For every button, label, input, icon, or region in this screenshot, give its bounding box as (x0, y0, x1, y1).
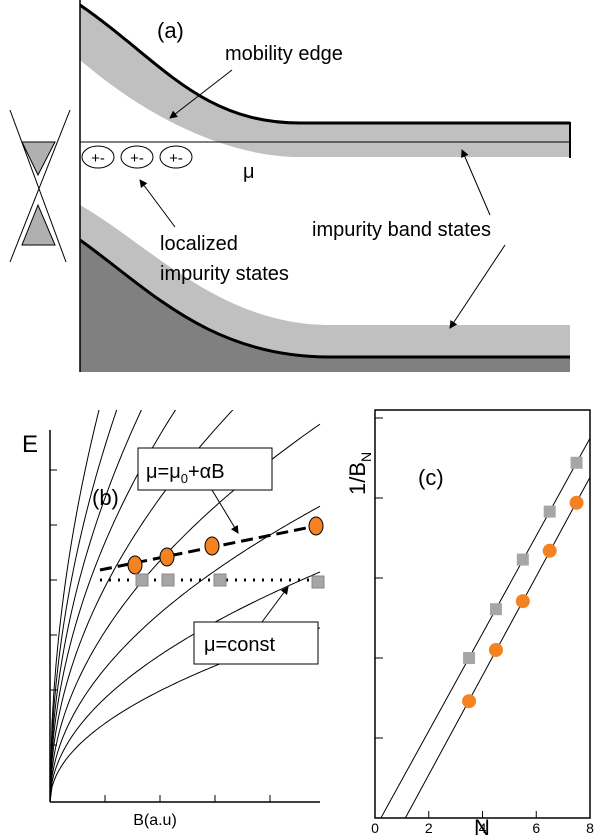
point (489, 603, 502, 616)
annotation: μ=const (204, 634, 275, 656)
panel-label: (b) (92, 485, 119, 510)
point (488, 643, 503, 657)
text: 1/B (345, 462, 370, 495)
filled-states (80, 240, 570, 372)
annotation: μ=μ0+αB (146, 461, 225, 486)
arrow (449, 244, 506, 329)
arrow (461, 149, 491, 216)
upper-band (80, 5, 570, 157)
mu-label: μ (243, 161, 255, 183)
x-tick-label: 8 (586, 820, 594, 835)
x-tick-label: 6 (532, 820, 540, 835)
level-curve (50, 410, 100, 802)
marker (127, 555, 143, 575)
text: 0 (181, 471, 188, 486)
axis-label: 1/BN (345, 452, 374, 495)
x-tick-label: 0 (371, 820, 379, 835)
marker (204, 536, 220, 556)
panel-label: (a) (157, 18, 184, 43)
point (570, 456, 583, 469)
x-tick-label: 4 (479, 820, 487, 835)
annotation: impurity states (160, 263, 289, 285)
marker (311, 575, 325, 589)
cone-line (9, 109, 67, 263)
upper-edge (79, 3, 570, 125)
annotation: localized (160, 233, 238, 255)
annotation: mobility edge (225, 43, 343, 65)
fit-line (380, 437, 591, 819)
point (463, 652, 476, 664)
text: μ=μ (146, 461, 181, 483)
pair (159, 145, 193, 169)
axis-label: N (474, 815, 490, 835)
lower-edge (79, 238, 570, 359)
level-curve (50, 410, 177, 802)
level-curve (50, 505, 321, 802)
cone-top (21, 141, 56, 177)
pair (120, 145, 154, 169)
panel-b: μ=μ0+αB μ=const E (b) B(a.u) (22, 410, 325, 829)
panel-a: +- +- +- (a) mobility edge μ impurity ba… (9, 0, 571, 372)
arrow (169, 69, 233, 119)
panel-c: 0 2 4 6 8(c)N1/BN (345, 409, 594, 840)
marker (135, 573, 149, 587)
marker (308, 516, 324, 536)
arrow (139, 179, 176, 228)
annotation: impurity band states (312, 219, 491, 241)
marker (161, 573, 175, 587)
pair-label: +- (169, 150, 183, 167)
cone-line (9, 109, 71, 263)
level-curve (50, 410, 118, 802)
point (516, 553, 529, 566)
point (542, 543, 557, 558)
text: +αB (188, 461, 225, 483)
panel-label: (c) (418, 465, 444, 490)
text: N (358, 452, 374, 462)
label-box (137, 447, 273, 491)
pair-label: +- (130, 150, 144, 167)
axis-label: E (22, 431, 38, 458)
point (515, 594, 530, 609)
level-curve (50, 410, 234, 802)
pair (81, 145, 115, 169)
cone-bottom (21, 203, 56, 246)
point (543, 505, 556, 518)
marker (159, 547, 175, 567)
level-curve (50, 571, 321, 802)
point (462, 694, 477, 709)
axis-label: B(a.u) (133, 812, 177, 829)
pair-label: +- (91, 150, 105, 167)
point (569, 495, 584, 510)
arrow (261, 586, 289, 623)
plot-frame (374, 409, 591, 819)
x-tick-label: 2 (425, 820, 433, 835)
marker (213, 573, 227, 587)
arrow (211, 489, 239, 534)
level-curve (50, 423, 321, 802)
label-box (193, 621, 319, 665)
level-curve (50, 410, 142, 802)
